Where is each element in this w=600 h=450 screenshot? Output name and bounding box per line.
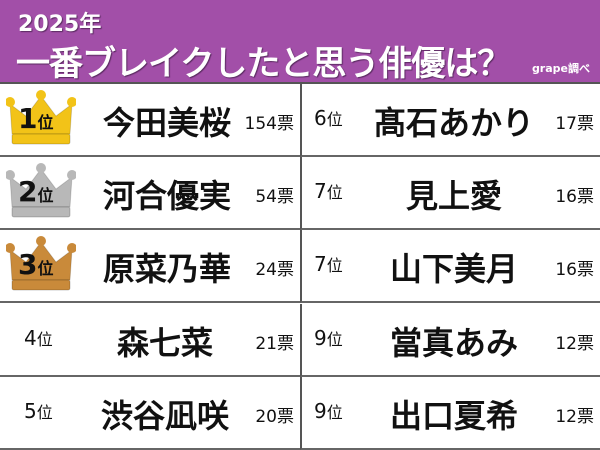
ranking-table: 1位 今田美桜 154票 2位 河合優実 54票 3位 原菜乃華 24票 4位 森七菜 21票 5位… xyxy=(0,84,600,450)
ranking-row: 7位 見上愛 16票 xyxy=(300,157,600,231)
bronze-crown-icon xyxy=(5,236,77,294)
actor-name: 森七菜 xyxy=(116,323,213,362)
header-title: 一番ブレイクしたと思う俳優は？ xyxy=(16,44,511,84)
silver-crown-icon xyxy=(5,163,77,221)
vote-count: 16票 xyxy=(555,187,594,208)
vote-count: 20票 xyxy=(255,406,294,427)
rank-label: 4位 xyxy=(24,325,53,350)
ranking-row: 7位 山下美月 16票 xyxy=(300,230,600,304)
ranking-row: 2位 河合優実 54票 xyxy=(0,157,300,231)
rank-label: 3位 xyxy=(18,248,54,282)
ranking-row: 6位 髙石あかり 17票 xyxy=(300,84,600,157)
rank-label: 1位 xyxy=(18,102,54,135)
vote-count: 154票 xyxy=(244,114,294,134)
header-banner: 2025年 一番ブレイクしたと思う俳優は？ grape調べ xyxy=(0,0,600,84)
ranking-row: 3位 原菜乃華 24票 xyxy=(0,230,300,304)
actor-name: 今田美桜 xyxy=(102,104,231,142)
actor-name: 山下美月 xyxy=(389,250,518,289)
rank-label: 6位 xyxy=(314,106,343,130)
rank-label: 5位 xyxy=(24,398,53,423)
actor-name: 河合優実 xyxy=(102,177,231,216)
ranking-row: 1位 今田美桜 154票 xyxy=(0,84,300,157)
actor-name: 出口夏希 xyxy=(389,396,518,435)
gold-crown-icon xyxy=(5,90,77,148)
rank-label: 7位 xyxy=(314,252,343,277)
header-year: 2025年 xyxy=(18,12,102,37)
vote-count: 16票 xyxy=(555,260,594,281)
actor-name: 當真あみ xyxy=(389,323,518,362)
actor-name: 原菜乃華 xyxy=(102,250,231,289)
ranking-row: 5位 渋谷凪咲 20票 xyxy=(0,377,300,450)
ranking-row: 9位 當真あみ 12票 xyxy=(300,303,600,377)
vote-count: 24票 xyxy=(255,260,294,281)
rank-label: 2位 xyxy=(18,175,54,209)
ranking-row: 4位 森七菜 21票 xyxy=(0,304,300,377)
vote-count: 17票 xyxy=(555,114,594,134)
actor-name: 渋谷凪咲 xyxy=(100,396,229,435)
rank-label: 9位 xyxy=(314,398,343,423)
vote-count: 21票 xyxy=(255,333,294,354)
vote-count: 54票 xyxy=(255,187,294,208)
rank-label: 7位 xyxy=(314,179,343,204)
actor-name: 髙石あかり xyxy=(373,104,534,142)
ranking-row: 9位 出口夏希 12票 xyxy=(300,376,600,450)
vote-count: 12票 xyxy=(555,333,594,354)
actor-name: 見上愛 xyxy=(405,177,502,216)
rank-label: 9位 xyxy=(314,325,343,350)
source-label: grape調べ xyxy=(531,62,590,75)
vote-count: 12票 xyxy=(555,406,594,427)
